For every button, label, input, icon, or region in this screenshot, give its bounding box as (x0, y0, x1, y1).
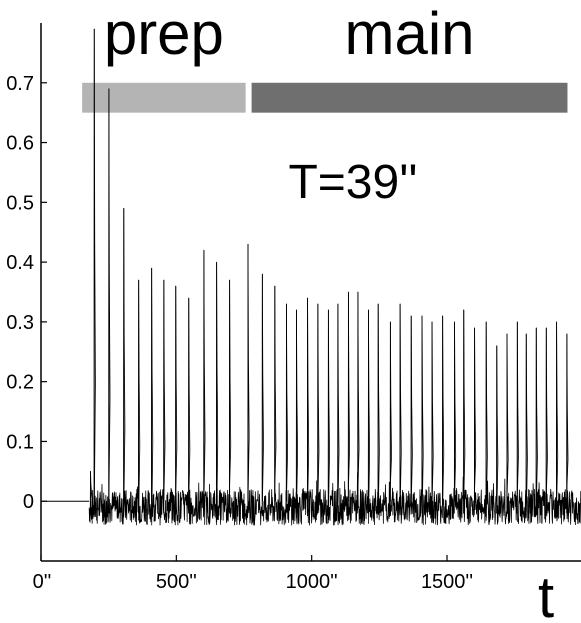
segment-bar-prep (82, 82, 246, 113)
x-tick-label: 1500'' (421, 571, 473, 593)
segment-label-prep: prep (104, 0, 224, 67)
segment-bars (82, 82, 568, 113)
y-tick-label: 0.1 (6, 431, 34, 453)
y-tick-label: 0.3 (6, 312, 34, 334)
segment-bar-main (251, 82, 568, 113)
x-tick-label: 1000'' (286, 571, 338, 593)
x-tick-label: 500'' (156, 571, 197, 593)
x-axis-label: t (538, 565, 554, 623)
axes (40, 23, 581, 562)
tick-labels: 0 0.1 0.2 0.3 0.4 0.5 0.6 0.7 0'' 500'' 1000'' 1500… (6, 73, 473, 593)
series-line (88, 28, 581, 526)
y-tick-label: 0.7 (6, 73, 34, 95)
y-tick-label: 0.4 (6, 252, 34, 274)
segment-label-main: main (344, 0, 474, 67)
x-tick-label: 0'' (33, 571, 52, 593)
chart-labels: prep main T=39'' t (104, 0, 554, 623)
y-tick-label: 0.2 (6, 372, 34, 394)
y-tick-label: 0 (23, 491, 34, 513)
y-tick-label: 0.5 (6, 192, 34, 214)
y-tick-label: 0.6 (6, 133, 34, 155)
data-trace (41, 28, 581, 526)
period-annotation: T=39'' (288, 156, 417, 209)
